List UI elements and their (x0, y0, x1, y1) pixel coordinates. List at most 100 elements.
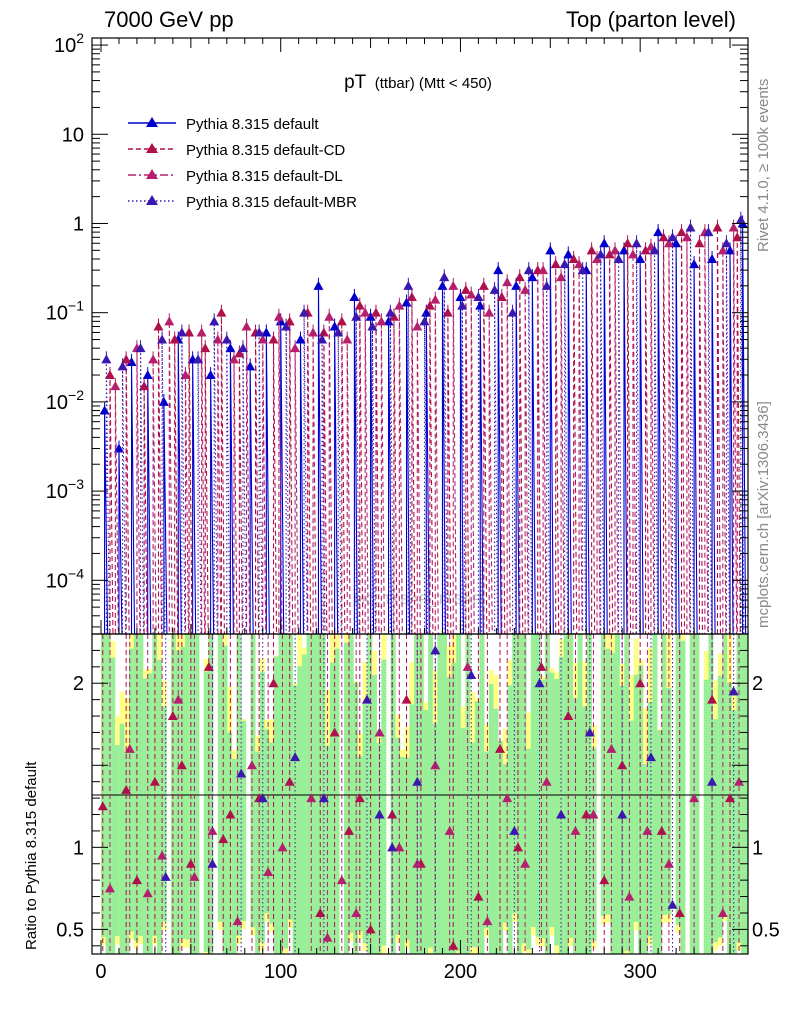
ratio-point (635, 678, 646, 688)
data-point (273, 311, 284, 321)
data-point (318, 327, 329, 337)
ratio-band-green (722, 634, 728, 914)
data-point (732, 232, 743, 242)
ratio-band-green (745, 634, 748, 954)
ratio-point (374, 809, 385, 819)
data-point (424, 300, 435, 310)
legend-label-dl: Pythia 8.315 default-DL (186, 168, 343, 185)
ratio-point (599, 875, 610, 885)
ratio-band-green (129, 648, 134, 932)
ratio-point (176, 760, 187, 770)
ratio-band-green (395, 737, 401, 935)
data-point (370, 307, 381, 317)
data-point (142, 370, 153, 380)
data-point (640, 245, 651, 255)
data-point (520, 284, 531, 294)
ratio-point (494, 743, 505, 753)
y-tick-label: 10−2 (46, 387, 84, 414)
ratio-band-green (283, 634, 289, 949)
ratio-point (225, 809, 236, 819)
data-point (658, 232, 669, 242)
data-point (101, 354, 112, 364)
ratio-band-green (657, 730, 663, 954)
axes: 0 100 200 300 102 10 1 10−1 10−2 10−3 10−4 0.5 0.5 1 1… (46, 30, 780, 983)
data-point (735, 214, 746, 224)
ratio-point (466, 670, 477, 680)
plot-title-main: pT (344, 72, 367, 93)
data-point (212, 334, 223, 344)
ratio-band-green (138, 634, 144, 936)
ratio-point (556, 809, 567, 819)
ratio-point (361, 694, 372, 704)
legend-entry-dl: Pythia 8.315 default-DL (128, 168, 343, 185)
ratio-band-green (273, 656, 279, 954)
legend-entry-cd: Pythia 8.315 default-CD (128, 142, 345, 159)
ratio-band-green (535, 634, 541, 938)
data-point (473, 291, 484, 301)
ratio-point (173, 694, 184, 704)
data-point (385, 307, 396, 317)
ratio-band-green (320, 634, 326, 954)
ratio-point (329, 727, 340, 737)
ratio-point (581, 809, 592, 819)
plot-title-sub: (ttbar) (Mtt < 450) (375, 75, 492, 92)
ratio-band-green (227, 732, 233, 954)
data-point (649, 245, 660, 255)
ratio-point (624, 891, 635, 901)
ratio-point (509, 825, 520, 835)
ratio-band-green (516, 634, 522, 954)
ratio-band-green (488, 684, 494, 954)
ratio-point (149, 776, 160, 786)
ratio-point (570, 825, 581, 835)
ratio-band-green (568, 634, 574, 938)
ratio-point (717, 907, 728, 917)
ratio-band-green (666, 687, 672, 915)
data-point (349, 291, 360, 301)
ratio-band-green (582, 706, 588, 954)
data-point (421, 307, 432, 317)
data-point (676, 227, 687, 237)
data-point (351, 311, 362, 321)
data-point (403, 280, 414, 290)
data-point (541, 280, 552, 290)
data-point (556, 272, 567, 282)
ratio-band-green (493, 708, 499, 954)
ratio-y-tick-label-right: 0.5 (752, 919, 780, 941)
ratio-band-green (362, 704, 368, 944)
ratio-band-green (115, 745, 120, 937)
data-point (176, 327, 187, 337)
ratio-point (412, 776, 423, 786)
data-point (707, 253, 718, 263)
ratio-band-green (180, 646, 186, 939)
ratio-band-green (194, 634, 200, 954)
ratio-point (728, 686, 739, 696)
ratio-y-tick-label-right: 2 (752, 673, 763, 695)
series-1 (104, 219, 743, 634)
data-point (354, 300, 365, 310)
header-process: Top (parton level) (566, 7, 736, 32)
ratio-point (534, 678, 545, 688)
data-point (484, 307, 495, 317)
ratio-point (663, 858, 674, 868)
data-point (466, 289, 477, 299)
ratio-point (448, 940, 459, 950)
data-point (478, 280, 489, 290)
ratio-point (725, 793, 736, 803)
ratio-band-green (479, 634, 485, 954)
ratio-band-green (554, 678, 560, 946)
data-point (586, 245, 597, 255)
data-point (406, 291, 417, 301)
ratio-point (588, 809, 599, 819)
data-point (627, 249, 638, 259)
ratio-point (318, 793, 329, 803)
ratio-point (645, 752, 656, 762)
data-point (329, 321, 340, 331)
ratio-band-green (713, 719, 719, 943)
data-point (721, 238, 732, 248)
ratio-point (462, 661, 473, 671)
ratio-point (306, 793, 317, 803)
ratio-plot-series (97, 634, 745, 954)
ratio-band-green (348, 634, 354, 933)
ratio-band-green (577, 634, 583, 954)
ratio-band-green (591, 747, 597, 941)
